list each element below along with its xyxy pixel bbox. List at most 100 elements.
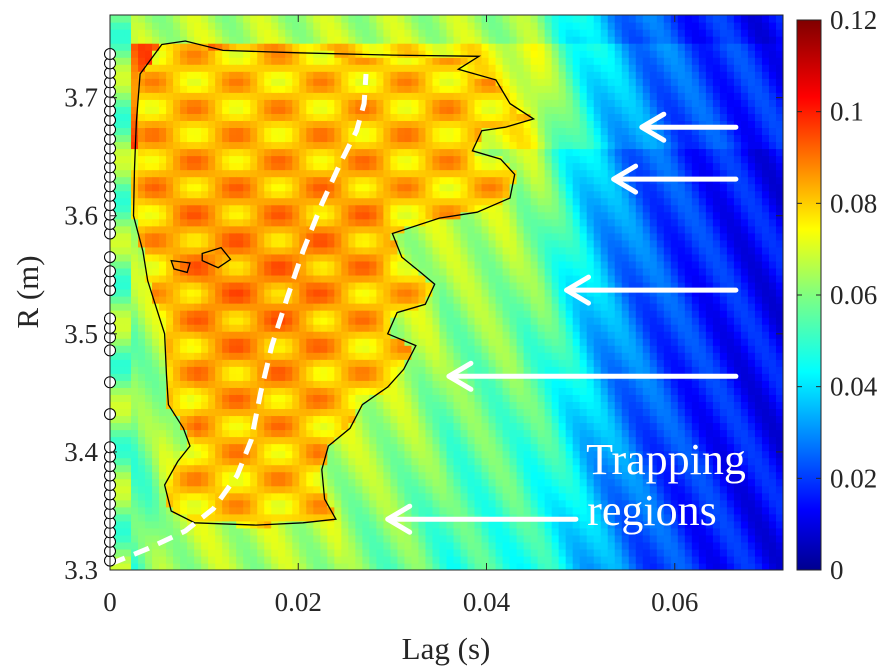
heatmap-cell: [180, 499, 188, 508]
heatmap-cell: [313, 260, 321, 269]
heatmap-cell: [551, 450, 560, 459]
heatmap-cell: [397, 57, 406, 65]
heatmap-cell: [285, 548, 293, 557]
heatmap-cell: [411, 36, 420, 44]
heatmap-cell: [292, 239, 300, 248]
heatmap-cell: [166, 120, 174, 129]
heatmap-cell: [355, 218, 363, 227]
heatmap-cell: [285, 478, 293, 487]
heatmap-cell: [299, 50, 307, 58]
heatmap-cell: [369, 281, 377, 290]
heatmap-cell: [243, 464, 251, 473]
heatmap-cell: [390, 50, 399, 58]
heatmap-cell: [418, 471, 427, 480]
heatmap-cell: [460, 338, 469, 346]
heatmap-cell: [313, 478, 321, 487]
heatmap-cell: [173, 281, 181, 290]
heatmap-cell: [152, 239, 160, 248]
heatmap-cell: [502, 57, 511, 65]
heatmap-cell: [292, 85, 300, 93]
heatmap-cell: [152, 387, 160, 395]
heatmap-cell: [537, 176, 546, 185]
heatmap-cell: [166, 197, 174, 206]
heatmap-cell: [278, 443, 286, 452]
heatmap-cell: [397, 113, 406, 121]
heatmap-cell: [453, 548, 462, 557]
heatmap-cell: [131, 288, 139, 297]
heatmap-cell: [453, 43, 462, 51]
heatmap-cell: [306, 197, 314, 206]
heatmap-cell: [523, 527, 532, 536]
heatmap-cell: [348, 204, 356, 213]
heatmap-cell: [131, 204, 139, 213]
heatmap-cell: [124, 359, 132, 367]
heatmap-cell: [523, 274, 532, 283]
heatmap-cell: [369, 513, 377, 522]
heatmap-cell: [271, 239, 279, 248]
heatmap-cell: [460, 197, 469, 206]
heatmap-cell: [376, 267, 385, 276]
heatmap-cell: [432, 162, 441, 171]
heatmap-cell: [404, 562, 413, 570]
heatmap-cell: [271, 232, 279, 241]
heatmap-cell: [313, 317, 321, 325]
heatmap-cell: [215, 71, 223, 79]
heatmap-cell: [439, 548, 448, 557]
heatmap-cell: [460, 169, 469, 178]
heatmap-cell: [124, 281, 132, 290]
heatmap-cell: [460, 260, 469, 269]
heatmap-cell: [425, 401, 434, 410]
heatmap-cell: [439, 450, 448, 459]
heatmap-cell: [327, 303, 335, 311]
heatmap-cell: [474, 366, 483, 374]
heatmap-cell: [362, 401, 370, 410]
heatmap-cell: [145, 331, 153, 339]
heatmap-cell: [348, 366, 356, 374]
heatmap-cell: [180, 239, 188, 248]
heatmap-cell: [306, 548, 314, 557]
heatmap-cell: [222, 218, 230, 227]
heatmap-cell: [425, 162, 434, 171]
heatmap-cell: [215, 141, 223, 150]
heatmap-cell: [453, 15, 462, 23]
heatmap-cell: [250, 127, 258, 136]
heatmap-cell: [537, 541, 546, 550]
heatmap-cell: [208, 71, 216, 79]
heatmap-cell: [341, 436, 349, 445]
heatmap-cell: [152, 71, 160, 79]
heatmap-cell: [334, 155, 342, 164]
heatmap-cell: [418, 443, 427, 452]
heatmap-cell: [292, 359, 300, 367]
heatmap-cell: [488, 394, 497, 402]
heatmap-cell: [180, 204, 188, 213]
heatmap-cell: [446, 176, 455, 185]
heatmap-cell: [299, 422, 307, 431]
heatmap-cell: [292, 232, 300, 241]
heatmap-cell: [334, 513, 342, 522]
heatmap-cell: [117, 78, 125, 86]
heatmap-cell: [124, 471, 132, 480]
heatmap-cell: [173, 162, 181, 171]
heatmap-cell: [320, 373, 328, 381]
heatmap-cell: [229, 43, 237, 51]
heatmap-cell: [446, 204, 455, 213]
heatmap-cell: [516, 534, 525, 543]
heatmap-cell: [166, 464, 174, 473]
heatmap-cell: [229, 211, 237, 220]
heatmap-cell: [152, 492, 160, 501]
heatmap-cell: [278, 499, 286, 508]
heatmap-cell: [187, 15, 195, 23]
heatmap-cell: [152, 450, 160, 459]
heatmap-cell: [523, 429, 532, 438]
heatmap-cell: [215, 373, 223, 381]
heatmap-cell: [474, 345, 483, 353]
heatmap-cell: [292, 106, 300, 114]
heatmap-cell: [306, 324, 314, 332]
heatmap-cell: [530, 288, 539, 297]
heatmap-cell: [124, 373, 132, 381]
heatmap-cell: [481, 380, 490, 388]
heatmap-cell: [138, 176, 146, 185]
heatmap-cell: [243, 281, 251, 290]
heatmap-cell: [355, 64, 363, 72]
heatmap-cell: [208, 190, 216, 199]
